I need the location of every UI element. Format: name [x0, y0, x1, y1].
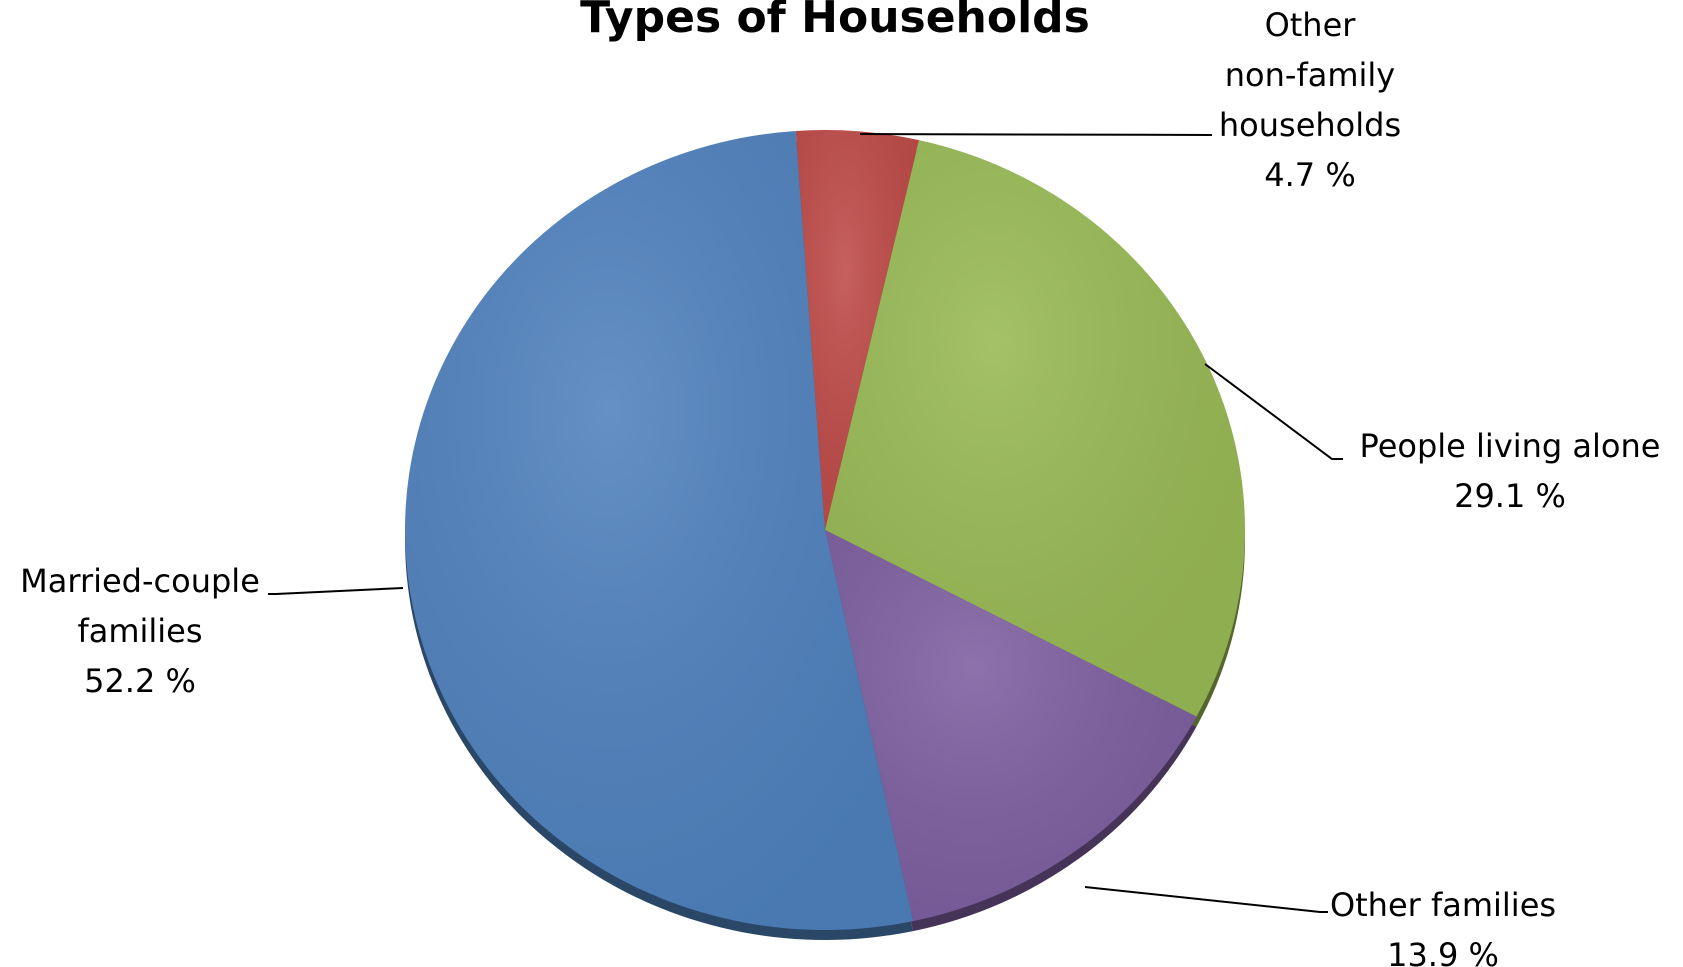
slice-labels: Other non-family households 4.7 % People liv…	[20, 6, 1660, 967]
leader-line	[268, 587, 404, 595]
leader-line	[859, 133, 1213, 136]
slice-sheen-0	[795, 129, 920, 530]
slice-sheen-3	[405, 130, 914, 930]
slice-sheen-2	[825, 530, 1197, 922]
slice-name-label: households	[1219, 106, 1401, 144]
slice-value-label: 4.7 %	[1264, 156, 1355, 194]
slice-name-label: non-family	[1225, 56, 1395, 94]
slice-value-label: 13.9 %	[1387, 936, 1499, 967]
slice-value-label: 52.2 %	[84, 662, 196, 700]
slice-value-label: 29.1 %	[1454, 477, 1566, 515]
slice-label: Other non-family households 4.7 %	[1219, 6, 1401, 194]
slice-name-label: Other families	[1330, 886, 1556, 924]
leader-line	[1204, 363, 1343, 460]
slice-label: Other families 13.9 %	[1330, 886, 1556, 967]
slice-name-label: Married-couple	[20, 562, 260, 600]
slice-name-label: People living alone	[1360, 427, 1661, 465]
chart-title: Types of Households	[580, 0, 1090, 43]
slice-name-label: families	[77, 612, 202, 650]
slice-sheen-1	[825, 140, 1246, 717]
pie-slices	[405, 129, 1246, 930]
slice-name-label: Other	[1265, 6, 1357, 44]
slice-label: People living alone 29.1 %	[1360, 427, 1661, 515]
slice-label: Married-couple families 52.2 %	[20, 562, 260, 700]
leader-line	[1084, 886, 1328, 913]
